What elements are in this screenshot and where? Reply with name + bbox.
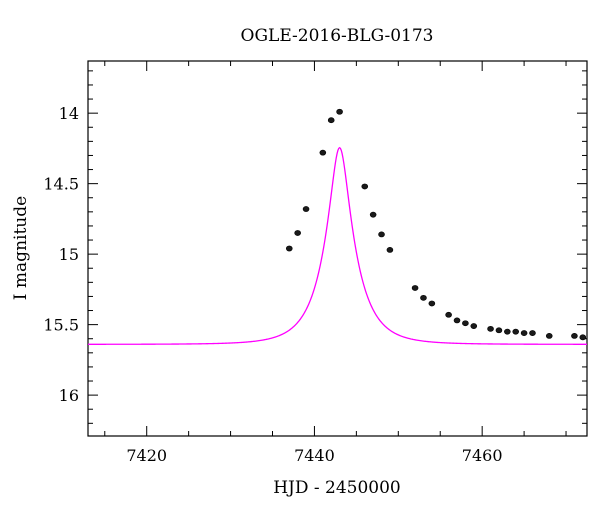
y-tick-label: 16 <box>59 386 79 405</box>
data-point <box>529 330 536 336</box>
data-point <box>579 334 587 341</box>
data-point <box>294 230 301 236</box>
plot-frame <box>87 60 588 437</box>
data-point <box>428 300 436 307</box>
data-point <box>327 117 335 124</box>
data-point <box>545 333 553 339</box>
data-point <box>285 245 293 252</box>
data-point <box>336 108 343 115</box>
data-point <box>453 317 461 324</box>
data-point <box>445 311 452 318</box>
y-tick-label: 15.5 <box>43 316 79 335</box>
data-point <box>512 328 520 335</box>
data-point <box>504 328 511 335</box>
x-tick-label: 7440 <box>294 446 335 465</box>
y-tick-label: 14.5 <box>43 175 79 194</box>
data-point <box>319 149 327 156</box>
data-point <box>520 330 528 336</box>
y-tick-label: 15 <box>59 245 79 264</box>
data-point <box>378 231 385 238</box>
model-curve <box>88 146 587 345</box>
data-point <box>411 285 419 291</box>
y-axis-label: I magnitude <box>11 196 31 300</box>
y-tick-label: 14 <box>59 104 79 123</box>
chart-title: OGLE-2016-BLG-0173 <box>241 26 434 46</box>
data-point <box>470 323 478 329</box>
x-axis-label: HJD - 2450000 <box>273 478 401 498</box>
data-point <box>369 211 377 218</box>
data-point <box>571 333 578 339</box>
data-point <box>487 325 494 332</box>
data-point <box>462 320 469 327</box>
tick-labels: 7420 7440 7460 14 14.5 15 15.5 16 <box>43 104 502 465</box>
data-point <box>420 294 427 301</box>
data-point <box>495 327 503 334</box>
x-tick-label: 7460 <box>462 446 503 465</box>
data-point <box>361 183 369 190</box>
x-tick-label: 7420 <box>126 446 167 465</box>
data-point <box>302 206 310 212</box>
data-points <box>285 108 587 341</box>
ticks-layer <box>88 61 587 436</box>
data-point <box>386 247 394 253</box>
